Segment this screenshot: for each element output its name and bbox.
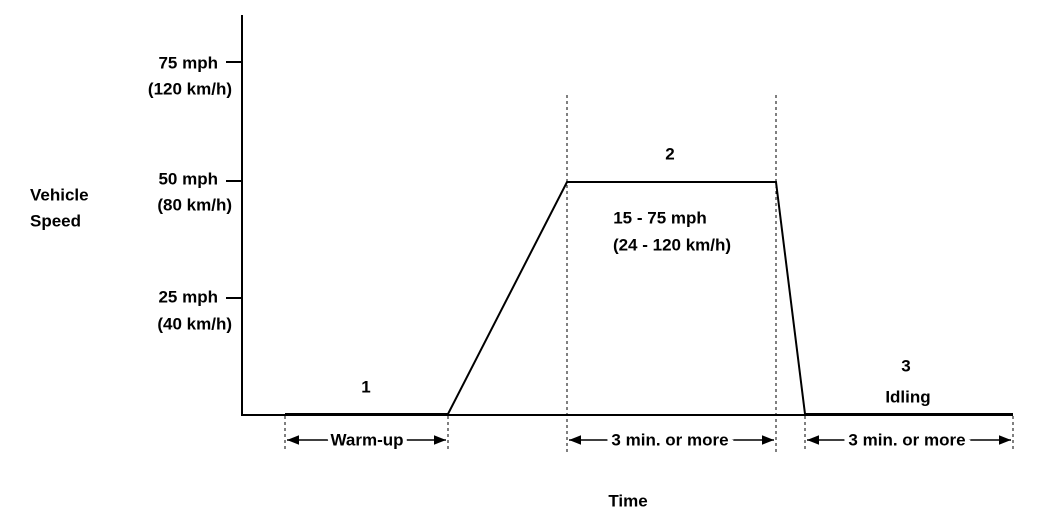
phase-name: Idling xyxy=(885,387,930,406)
tick-label: (40 km/h) xyxy=(157,314,232,333)
speed-range: (24 - 120 km/h) xyxy=(613,235,731,254)
duration-label: Warm-up xyxy=(330,430,403,449)
axis-label: Speed xyxy=(30,211,81,230)
phase-number: 1 xyxy=(361,377,370,396)
tick-label: (80 km/h) xyxy=(157,195,232,214)
axis-label: Time xyxy=(608,491,647,510)
tick-label: 75 mph xyxy=(158,53,218,72)
tick-label: 50 mph xyxy=(158,169,218,188)
duration-label: 3 min. or more xyxy=(611,430,728,449)
phase-number: 2 xyxy=(665,144,674,163)
speed-range: 15 - 75 mph xyxy=(613,208,707,227)
phase-number: 3 xyxy=(901,356,910,375)
axis-label: Vehicle xyxy=(30,185,89,204)
tick-label: 25 mph xyxy=(158,287,218,306)
tick-label: (120 km/h) xyxy=(148,79,232,98)
speed-trace xyxy=(285,181,1013,415)
duration-label: 3 min. or more xyxy=(848,430,965,449)
